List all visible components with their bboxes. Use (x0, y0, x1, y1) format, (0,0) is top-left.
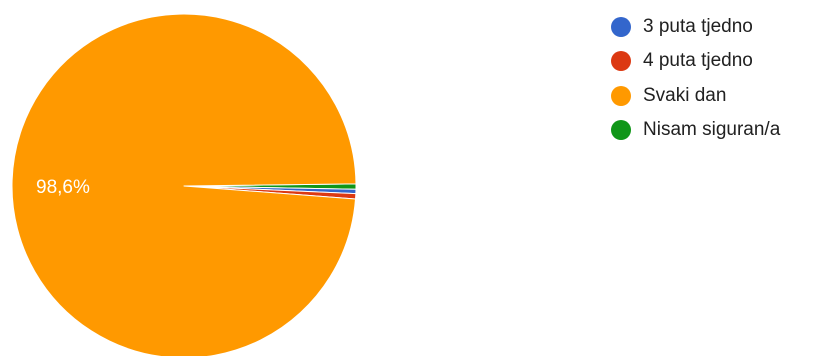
legend-swatch-svaki-dan (611, 85, 631, 106)
legend-swatch-3-puta-tjedno (611, 17, 631, 38)
legend-label-nisam-siguran: Nisam siguran/a (643, 119, 781, 141)
legend-label-3-puta-tjedno: 3 puta tjedno (643, 16, 753, 38)
legend-item-4-puta-tjedno[interactable]: 4 puta tjedno (611, 44, 780, 78)
legend: 3 puta tjedno 4 puta tjedno Svaki dan Ni… (611, 10, 780, 147)
legend-swatch-4-puta-tjedno (611, 51, 631, 72)
legend-label-4-puta-tjedno: 4 puta tjedno (643, 50, 753, 72)
legend-item-nisam-siguran[interactable]: Nisam siguran/a (611, 113, 780, 147)
pie-chart: 98,6% (11, 13, 357, 356)
legend-label-svaki-dan: Svaki dan (643, 84, 727, 106)
pie-slice-svaki-dan[interactable] (11, 13, 357, 356)
legend-swatch-nisam-siguran (611, 120, 631, 141)
data-label-svaki-dan: 98,6% (36, 177, 90, 198)
legend-item-svaki-dan[interactable]: Svaki dan (611, 79, 780, 113)
legend-item-3-puta-tjedno[interactable]: 3 puta tjedno (611, 10, 780, 44)
